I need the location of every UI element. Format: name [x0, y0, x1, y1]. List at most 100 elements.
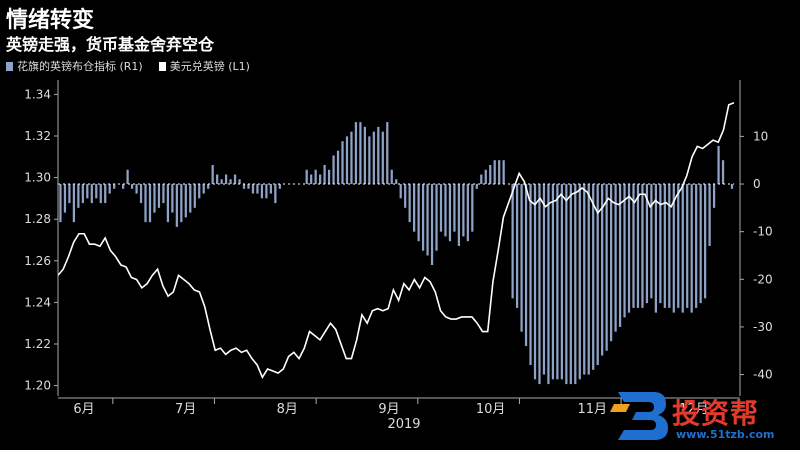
- positioning-bar: [314, 169, 317, 185]
- positioning-bar: [72, 184, 76, 223]
- positioning-bar: [81, 184, 84, 204]
- positioning-bar: [211, 164, 214, 185]
- positioning-bar: [730, 184, 734, 189]
- left-tick-label: 1.30: [24, 171, 51, 185]
- positioning-bar: [251, 184, 255, 194]
- positioning-bar: [627, 184, 631, 313]
- positioning-bar: [341, 141, 344, 185]
- positioning-bar: [717, 145, 720, 185]
- positioning-bars: [59, 122, 734, 385]
- positioning-bar: [207, 184, 210, 189]
- right-tick-label: -10: [753, 225, 773, 239]
- positioning-bar: [336, 150, 340, 185]
- positioning-bar: [144, 184, 147, 223]
- positioning-bar: [256, 184, 259, 194]
- positioning-bar: [122, 184, 125, 189]
- positioning-bar: [86, 184, 89, 199]
- chart-subtitle: 英镑走强，货币基金舍弃空仓: [6, 35, 215, 54]
- right-tick-label: -40: [753, 368, 773, 382]
- positioning-bar: [668, 184, 671, 308]
- positioning-bar: [583, 184, 586, 375]
- positioning-bar: [175, 184, 178, 227]
- positioning-bar: [242, 184, 246, 189]
- positioning-bar: [305, 169, 308, 185]
- positioning-bar: [560, 184, 563, 380]
- positioning-bar: [354, 122, 358, 185]
- positioning-bar: [439, 184, 443, 232]
- positioning-bar: [493, 160, 496, 185]
- positioning-bar: [189, 184, 192, 213]
- positioning-bar: [542, 184, 546, 375]
- positioning-bar: [139, 184, 143, 204]
- legend-swatch-gbpusd: [158, 61, 166, 71]
- positioning-bar: [596, 184, 599, 366]
- x-axis: 6月 7月 8月 9月 10月 11月 12月 2019: [58, 397, 740, 432]
- positioning-bar: [157, 184, 161, 208]
- positioning-bar: [681, 184, 684, 313]
- positioning-bar: [180, 184, 183, 223]
- positioning-bar: [430, 184, 434, 266]
- positioning-bar: [601, 184, 604, 356]
- positioning-bar: [381, 131, 384, 185]
- positioning-bar: [721, 160, 725, 185]
- positioning-bar: [184, 184, 187, 218]
- positioning-bar: [377, 126, 380, 185]
- positioning-bar: [166, 184, 170, 223]
- positioning-bar: [515, 184, 519, 308]
- positioning-bar: [310, 174, 313, 185]
- positioning-bar: [417, 184, 420, 242]
- left-tick-label: 1.32: [24, 129, 51, 143]
- positioning-bar: [547, 184, 550, 385]
- positioning-bar: [551, 184, 555, 380]
- positioning-bar: [533, 184, 537, 380]
- positioning-bar: [471, 184, 474, 232]
- positioning-bar: [95, 184, 98, 199]
- positioning-bar: [162, 184, 165, 204]
- left-tick-label: 1.34: [24, 87, 51, 101]
- positioning-bar: [690, 184, 693, 313]
- x-tick-label: 7月: [175, 402, 196, 417]
- positioning-bar: [538, 184, 541, 385]
- positioning-bar: [587, 184, 590, 375]
- positioning-bar: [614, 184, 617, 332]
- right-tick-label: 10: [753, 129, 768, 143]
- positioning-bar: [453, 184, 456, 232]
- legend-label-positioning: 花旗的英镑布仓指标 (R1): [17, 60, 143, 73]
- left-tick-label: 1.22: [24, 337, 51, 351]
- left-axis: 1.20 1.22 1.24 1.26 1.28 1.30 1.32 1.34: [24, 80, 59, 396]
- positioning-bar: [609, 184, 613, 342]
- positioning-bar: [636, 184, 640, 308]
- positioning-bar: [484, 169, 487, 185]
- positioning-bar: [686, 184, 689, 308]
- positioning-bar: [148, 184, 152, 223]
- positioning-bar: [216, 174, 219, 185]
- right-tick-label: -20: [753, 272, 773, 286]
- positioning-bar: [444, 184, 447, 237]
- positioning-bar: [466, 184, 469, 242]
- positioning-bar: [489, 164, 492, 185]
- positioning-bar: [641, 184, 644, 308]
- positioning-bar: [350, 131, 353, 185]
- positioning-bar: [220, 179, 223, 185]
- left-tick-label: 1.28: [24, 212, 51, 226]
- positioning-bar: [319, 174, 322, 185]
- positioning-bar: [368, 136, 371, 185]
- positioning-bar: [104, 184, 107, 204]
- positioning-bar: [99, 184, 102, 204]
- positioning-bar: [511, 184, 514, 299]
- positioning-bar: [135, 184, 138, 194]
- positioning-bar: [520, 184, 523, 332]
- x-tick-label: 12月: [679, 402, 709, 417]
- legend-item-positioning: 花旗的英镑布仓指标 (R1): [6, 58, 143, 74]
- right-tick-label: -30: [753, 320, 773, 334]
- positioning-bar: [565, 184, 568, 385]
- positioning-bar: [269, 184, 272, 194]
- positioning-bar: [153, 184, 156, 213]
- positioning-bar: [623, 184, 626, 318]
- right-axis: -40 -30 -20 -10 0 10: [739, 80, 773, 396]
- left-tick-label: 1.24: [24, 295, 51, 309]
- positioning-bar: [672, 184, 675, 313]
- positioning-bar: [332, 155, 335, 185]
- positioning-bar: [663, 184, 666, 308]
- positioning-bar: [659, 184, 662, 304]
